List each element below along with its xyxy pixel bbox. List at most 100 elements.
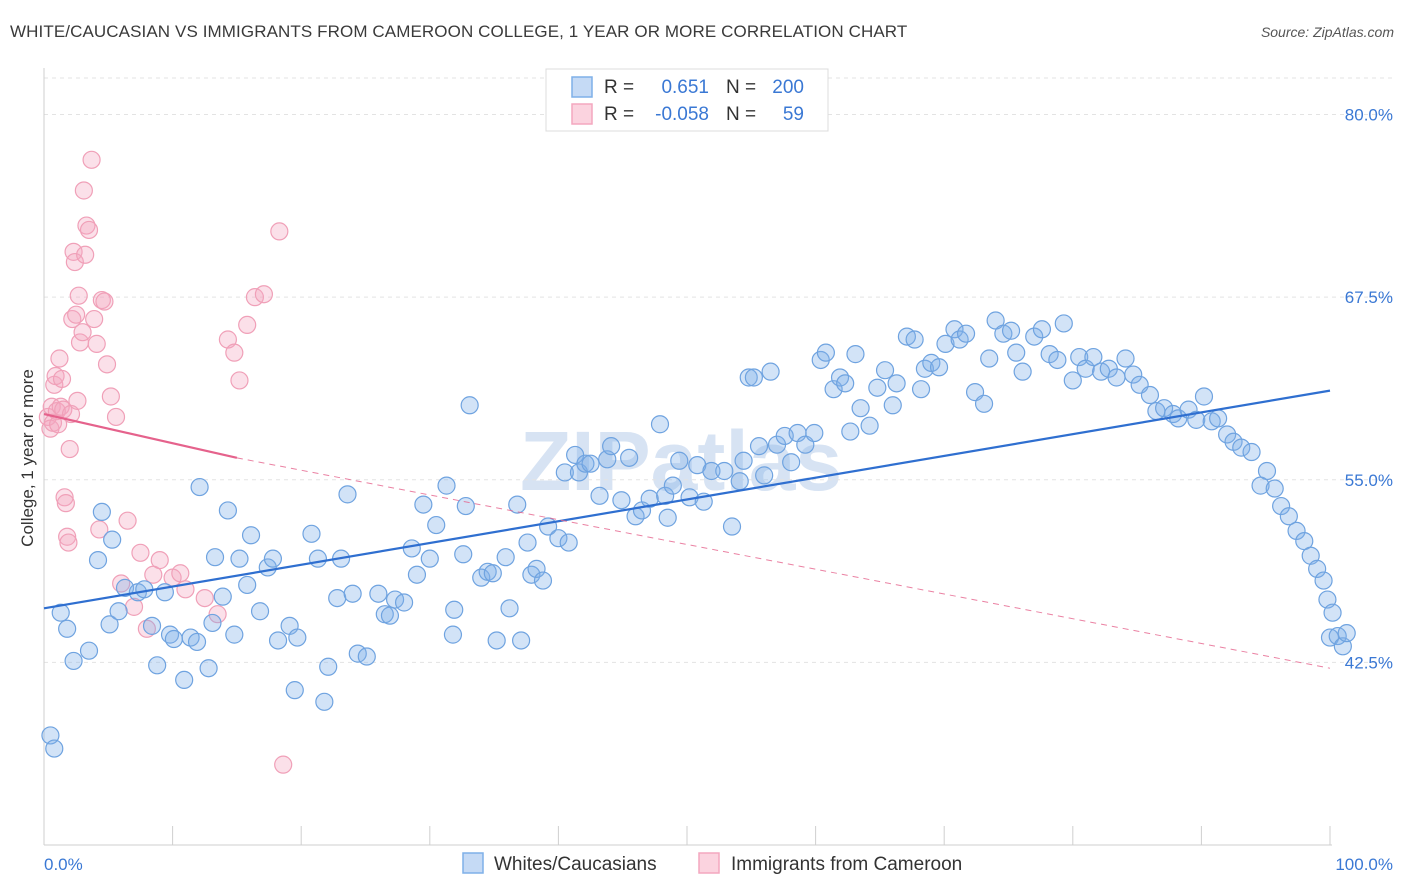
data-point	[496, 548, 515, 567]
data-point	[203, 613, 222, 633]
data-point	[487, 631, 506, 650]
bottom-legend-swatch-pink	[698, 852, 720, 874]
data-point	[101, 387, 120, 406]
data-point	[263, 549, 283, 568]
data-point	[79, 641, 99, 660]
data-point	[69, 286, 88, 305]
data-point	[1194, 387, 1214, 406]
data-point	[60, 439, 79, 459]
data-point	[68, 391, 87, 410]
legend-r-label-2: R =	[604, 104, 634, 125]
data-point	[59, 533, 78, 552]
data-point	[782, 453, 801, 472]
blue-series	[41, 311, 1356, 758]
data-point	[846, 345, 865, 364]
data-point	[254, 285, 274, 304]
data-point	[199, 659, 218, 678]
data-point	[45, 739, 64, 758]
data-point	[911, 380, 931, 399]
data-point	[427, 515, 446, 535]
legend-n-value-1: 200	[772, 77, 804, 98]
x-tick-label: 100.0%	[1335, 855, 1393, 874]
data-point	[1323, 603, 1342, 622]
data-point	[218, 501, 237, 520]
data-point	[142, 616, 162, 635]
series-legend: Whites/Caucasians Immigrants from Camero…	[462, 852, 962, 875]
data-point	[576, 454, 595, 473]
data-point	[270, 222, 289, 241]
bottom-legend-label-2: Immigrants from Cameroon	[731, 854, 962, 875]
data-point	[106, 407, 126, 427]
data-point	[887, 374, 906, 393]
source-credit: Source: ZipAtlas.com	[1260, 24, 1394, 40]
data-point	[883, 396, 902, 415]
data-point	[148, 656, 167, 675]
x-tick-label: 0.0%	[44, 855, 83, 874]
data-point	[274, 755, 293, 774]
data-point	[92, 502, 111, 522]
data-point	[407, 565, 427, 584]
data-point	[602, 437, 621, 456]
data-point	[187, 632, 207, 652]
data-point	[95, 292, 114, 311]
data-point	[268, 631, 288, 650]
data-point	[338, 485, 357, 504]
data-point	[230, 549, 249, 568]
legend-swatch-pink	[571, 103, 593, 125]
data-point	[805, 423, 824, 443]
data-point	[739, 368, 758, 387]
data-point	[315, 692, 334, 711]
data-point	[1007, 343, 1026, 362]
data-point	[52, 369, 72, 389]
data-point	[830, 368, 850, 387]
data-point	[761, 362, 780, 381]
data-point	[612, 491, 631, 510]
data-point	[483, 564, 502, 583]
ticks: 42.5% 55.0% 67.5% 80.0% 0.0% 100.0%	[44, 106, 1393, 874]
data-point	[620, 448, 639, 467]
data-point	[936, 334, 955, 353]
data-point	[1218, 425, 1237, 444]
data-point	[205, 548, 225, 567]
data-point	[1337, 624, 1356, 643]
data-point	[51, 397, 70, 416]
data-point	[238, 575, 257, 595]
data-point	[65, 252, 84, 272]
data-point	[445, 600, 464, 619]
data-point	[1279, 507, 1298, 526]
data-point	[722, 517, 742, 536]
data-point	[658, 508, 677, 527]
data-point	[1287, 521, 1306, 540]
data-point	[225, 343, 244, 362]
data-point	[414, 495, 433, 514]
data-point	[1063, 371, 1082, 390]
data-point	[875, 361, 895, 380]
data-point	[1054, 314, 1073, 333]
data-point	[131, 543, 150, 562]
legend-swatch-blue	[571, 76, 593, 98]
data-point	[58, 619, 77, 638]
data-point	[656, 486, 675, 505]
data-point	[522, 565, 541, 584]
data-point	[1140, 385, 1160, 405]
data-point	[527, 559, 546, 578]
trend-line-pink-extrapolated	[236, 457, 1331, 669]
data-point	[945, 320, 964, 339]
data-point	[460, 396, 479, 415]
data-point	[512, 631, 531, 650]
watermark: ZIPatlas	[520, 414, 842, 508]
data-point	[76, 245, 95, 264]
data-point	[285, 681, 304, 700]
data-point	[841, 422, 860, 441]
trend-line-blue	[43, 389, 1331, 610]
data-point	[1232, 438, 1251, 457]
data-point	[79, 220, 99, 240]
data-point	[164, 629, 183, 649]
y-axis-label: College, 1 year or more	[18, 369, 37, 547]
data-point	[88, 551, 108, 570]
data-point	[64, 651, 83, 671]
data-point	[836, 374, 855, 393]
legend-n-value-2: 59	[783, 104, 804, 125]
data-point	[1116, 349, 1135, 368]
data-point	[58, 527, 77, 546]
